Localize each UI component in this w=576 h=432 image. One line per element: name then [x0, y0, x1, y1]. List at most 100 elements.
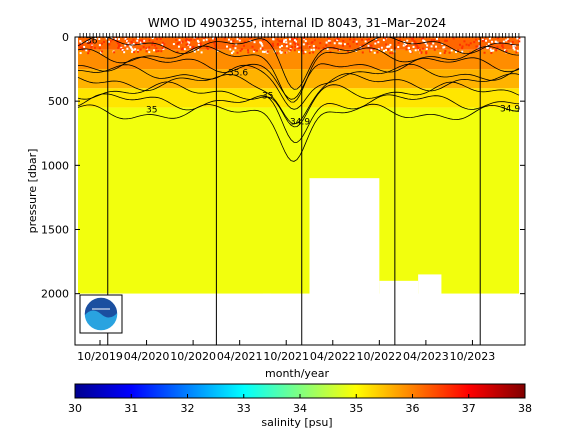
speckle — [339, 42, 342, 45]
contour-label: 35.6 — [228, 69, 248, 79]
speckle — [317, 47, 320, 50]
speckle — [132, 38, 135, 41]
speckle — [506, 38, 509, 41]
speckle — [518, 40, 521, 43]
speckle — [108, 43, 111, 46]
speckle — [132, 43, 135, 46]
speckle — [334, 39, 337, 42]
speckle — [477, 45, 480, 48]
speckle — [197, 40, 200, 43]
colorbar-tick-label: 36 — [406, 402, 420, 415]
chart-title: WMO ID 4903255, internal ID 8043, 31–Mar… — [148, 16, 446, 30]
speckle — [136, 37, 139, 40]
speckle — [385, 49, 388, 52]
speckle — [502, 40, 505, 43]
speckle — [302, 37, 305, 40]
speckle — [160, 50, 163, 53]
speckle — [148, 46, 151, 49]
speckle — [489, 48, 492, 51]
speckle — [377, 41, 380, 44]
contour-label: 34.9 — [290, 117, 310, 127]
speckle — [88, 41, 91, 44]
speckle — [409, 50, 412, 53]
speckle — [123, 51, 126, 54]
speckle — [260, 42, 263, 45]
contour-line — [77, 81, 520, 128]
speckle — [193, 50, 196, 53]
speckle — [502, 46, 505, 49]
speckle — [223, 37, 226, 40]
data-gap — [418, 274, 442, 295]
speckle — [141, 40, 144, 43]
speckle — [338, 42, 341, 45]
speckle — [490, 51, 493, 54]
speckle — [114, 37, 117, 40]
speckle — [238, 38, 241, 41]
speckle — [465, 43, 468, 46]
speckle — [488, 37, 491, 40]
contour-line — [77, 103, 520, 162]
speckle — [255, 49, 258, 52]
x-tick-label: 04/2021 — [217, 350, 263, 363]
speckle — [518, 37, 521, 40]
speckle — [90, 45, 93, 48]
contour-line — [77, 73, 520, 125]
speckle — [271, 43, 274, 46]
speckle — [495, 49, 498, 52]
speckle — [461, 47, 464, 50]
speckle — [187, 40, 190, 43]
speckle — [272, 45, 275, 48]
speckle — [512, 44, 515, 47]
speckle — [313, 48, 316, 51]
speckle — [252, 50, 255, 53]
speckle — [312, 45, 315, 48]
speckle — [152, 49, 155, 52]
speckle — [280, 51, 283, 54]
salinity-contours — [77, 37, 520, 162]
speckle — [372, 47, 375, 50]
speckle — [284, 43, 287, 46]
x-tick-label: 10/2019 — [77, 350, 123, 363]
speckle — [420, 51, 423, 54]
speckle — [406, 39, 409, 42]
contour-label: 35 — [146, 106, 157, 116]
speckle — [198, 42, 201, 45]
speckle — [293, 39, 296, 42]
speckle — [327, 37, 330, 40]
colorbar-tick-label: 31 — [124, 402, 138, 415]
speckle — [190, 38, 193, 41]
salinity-band — [78, 69, 519, 89]
speckle — [484, 39, 487, 42]
speckle — [208, 40, 211, 43]
speckle — [388, 45, 391, 48]
speckle — [397, 46, 400, 49]
speckle — [455, 51, 458, 54]
speckle — [293, 37, 296, 40]
speckle — [111, 38, 114, 41]
speckle — [296, 45, 299, 48]
speckle — [153, 44, 156, 47]
speckle — [117, 46, 120, 49]
x-axis-label: month/year — [265, 367, 329, 380]
speckle — [512, 47, 515, 50]
speckle — [444, 39, 447, 42]
speckle — [284, 51, 287, 54]
speckle — [474, 38, 477, 41]
speckle — [297, 50, 300, 53]
speckle — [302, 49, 305, 52]
speckle — [514, 47, 517, 50]
speckle — [496, 46, 499, 49]
speckle — [290, 37, 293, 40]
speckle — [188, 39, 191, 42]
speckle — [311, 41, 314, 44]
speckle — [214, 46, 217, 49]
x-axis: 10/2019 04/2020 10/2020 04/2021 10/2021 04/20… — [77, 340, 495, 363]
speckle — [131, 50, 134, 53]
speckle — [442, 46, 445, 49]
plot-frame — [74, 36, 526, 346]
y-tick-label: 500 — [48, 95, 69, 108]
speckle — [203, 37, 206, 40]
speckle — [376, 39, 379, 42]
speckle — [98, 44, 101, 47]
speckle — [139, 39, 142, 42]
